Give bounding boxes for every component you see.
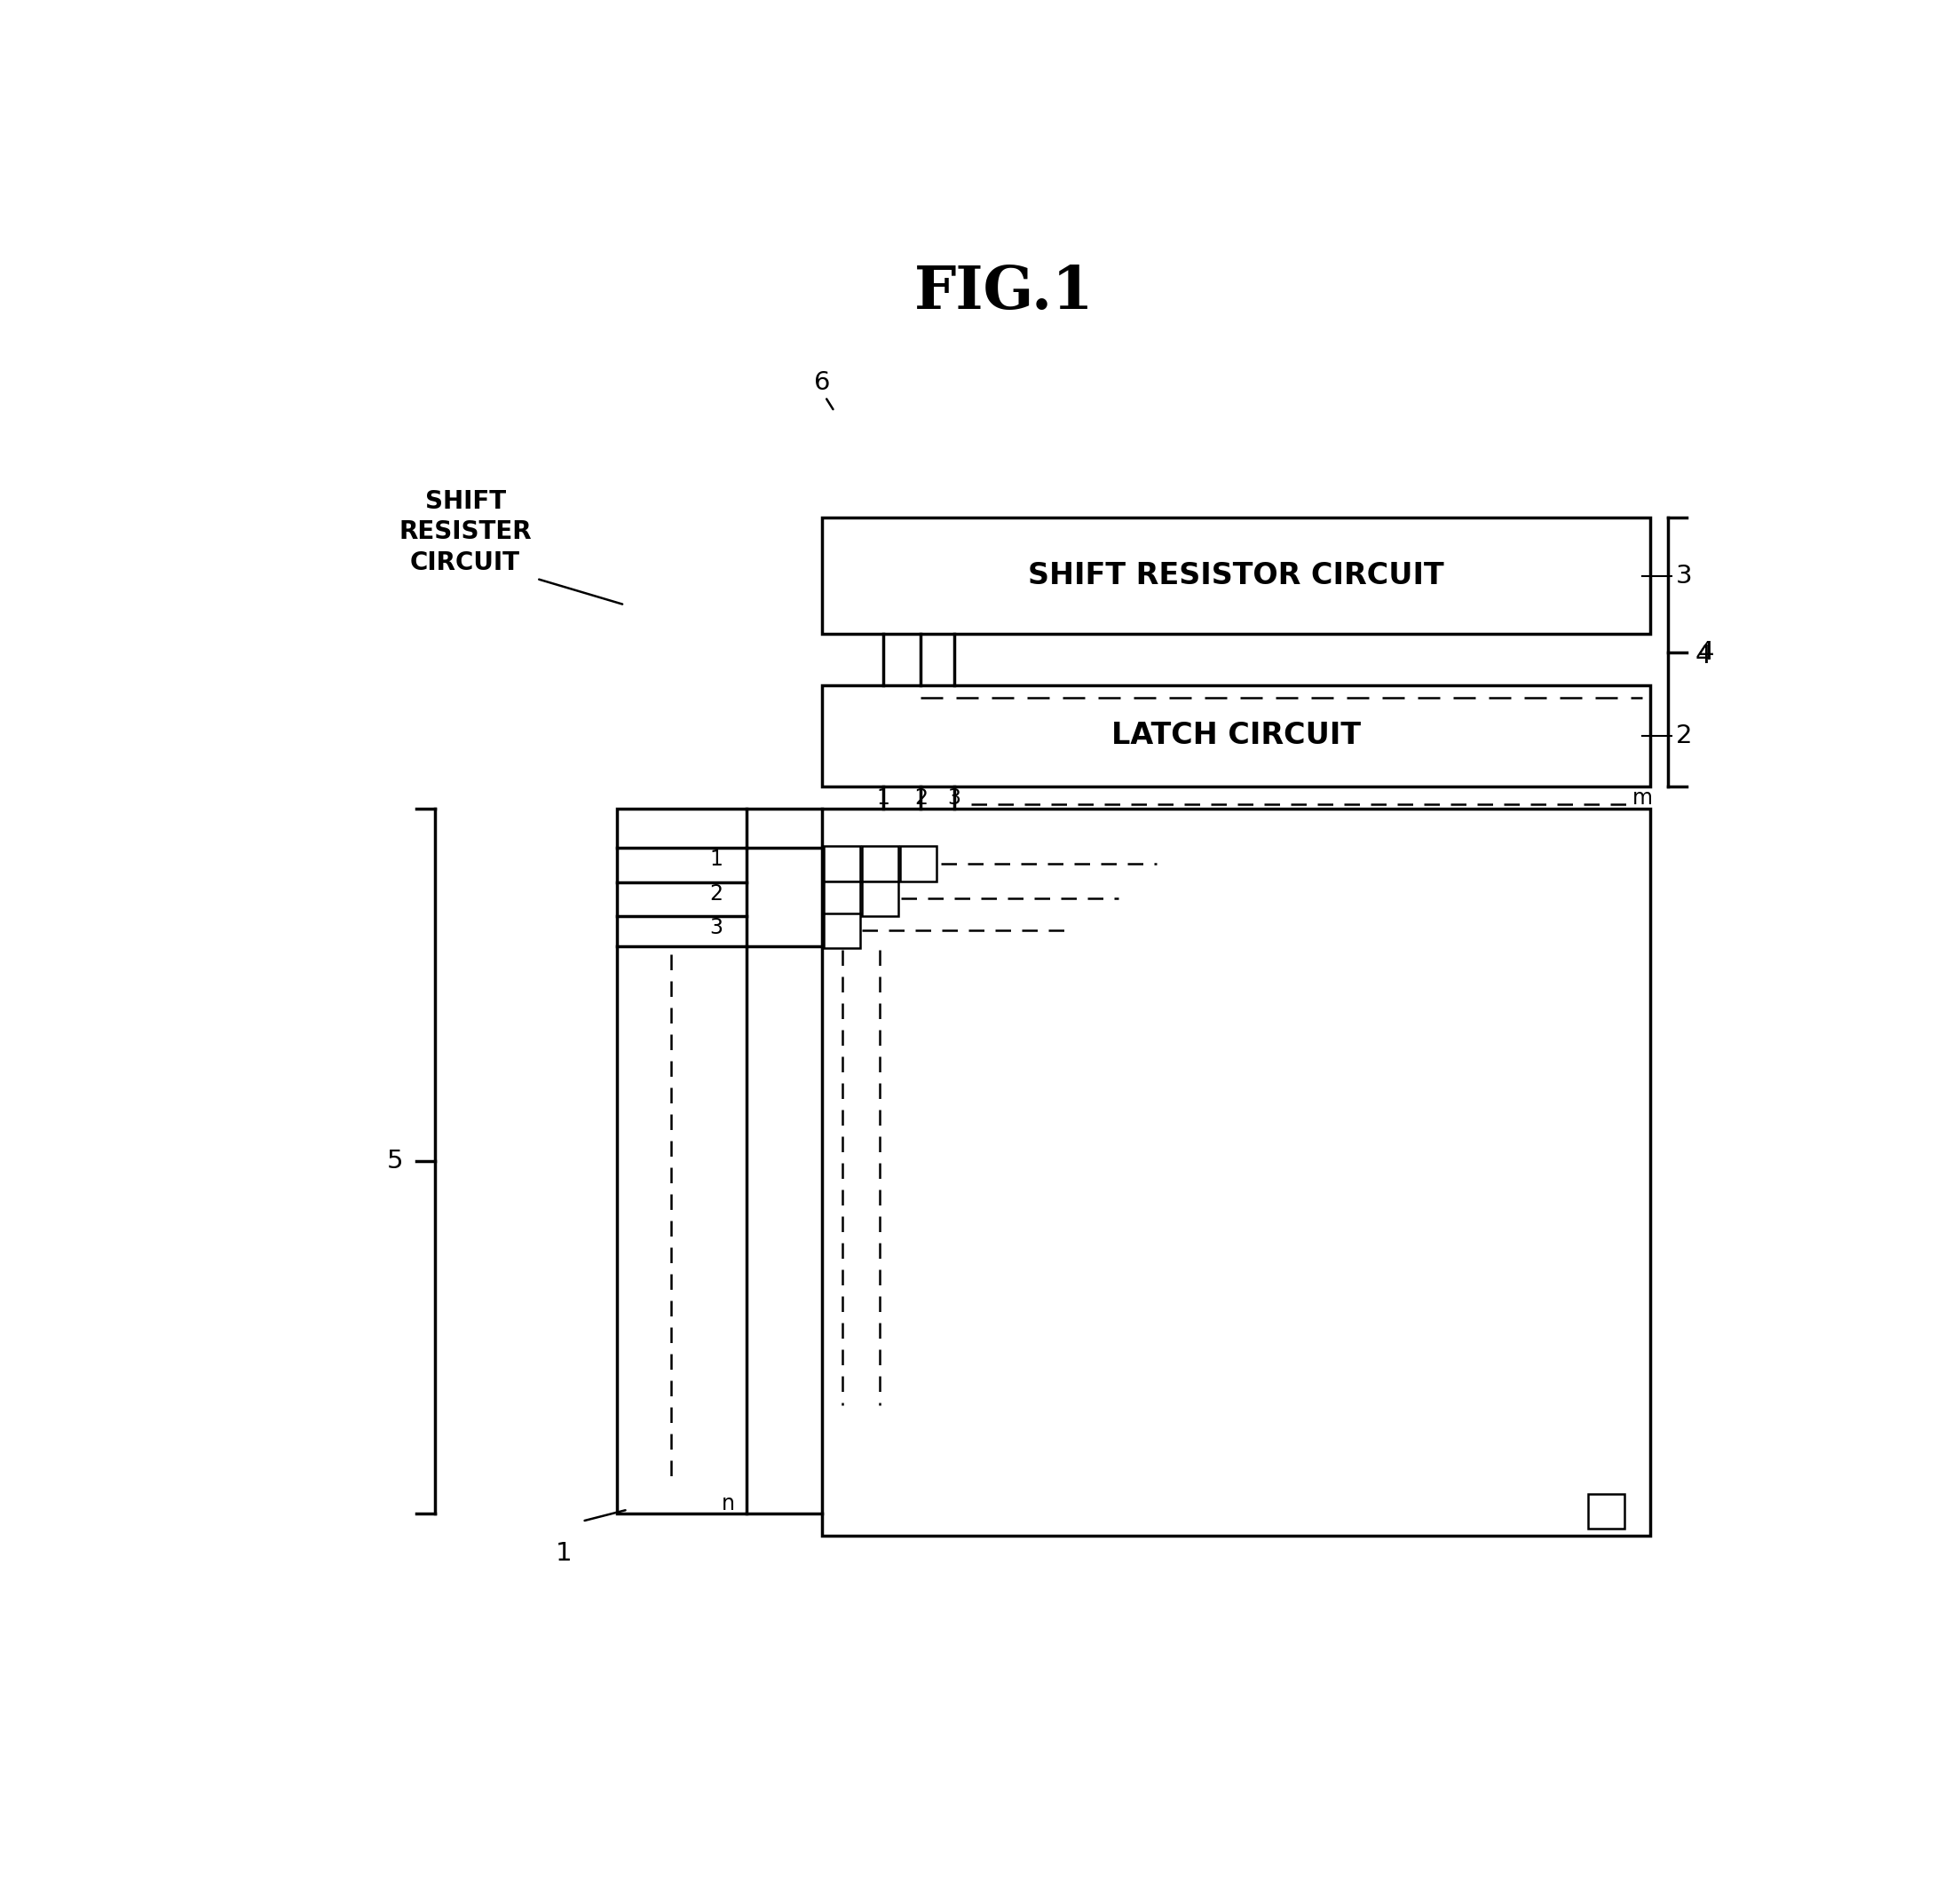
Text: SHIFT RESISTOR CIRCUIT: SHIFT RESISTOR CIRCUIT [1029,561,1445,591]
Text: 1: 1 [557,1541,572,1566]
Bar [862,880,898,916]
Bar [823,846,860,880]
Text: 5: 5 [388,1149,404,1173]
Text: 6: 6 [813,370,831,395]
Bar [823,686,1650,786]
Bar [823,880,860,916]
Text: 3: 3 [710,918,723,939]
Bar [823,808,1650,1536]
Text: m: m [1633,788,1652,808]
Bar [823,518,1650,635]
Text: SHIFT
RESISTER
CIRCUIT: SHIFT RESISTER CIRCUIT [398,489,531,576]
Text: 3: 3 [949,788,960,808]
Text: 2: 2 [710,884,723,905]
Text: LATCH CIRCUIT: LATCH CIRCUIT [1111,722,1360,750]
Text: 4: 4 [1695,644,1711,669]
Text: FIG.1: FIG.1 [915,263,1094,321]
Bar [1588,1494,1625,1528]
Bar [617,808,747,1513]
Text: 2: 2 [1676,723,1691,748]
Bar [900,846,937,880]
Text: 2: 2 [913,788,927,808]
Text: 3: 3 [1676,563,1691,587]
Text: 4: 4 [1697,640,1715,665]
Text: n: n [721,1492,735,1515]
Bar [862,846,898,880]
Text: 1: 1 [710,848,723,871]
Text: 1: 1 [876,788,890,808]
Bar [823,912,860,948]
